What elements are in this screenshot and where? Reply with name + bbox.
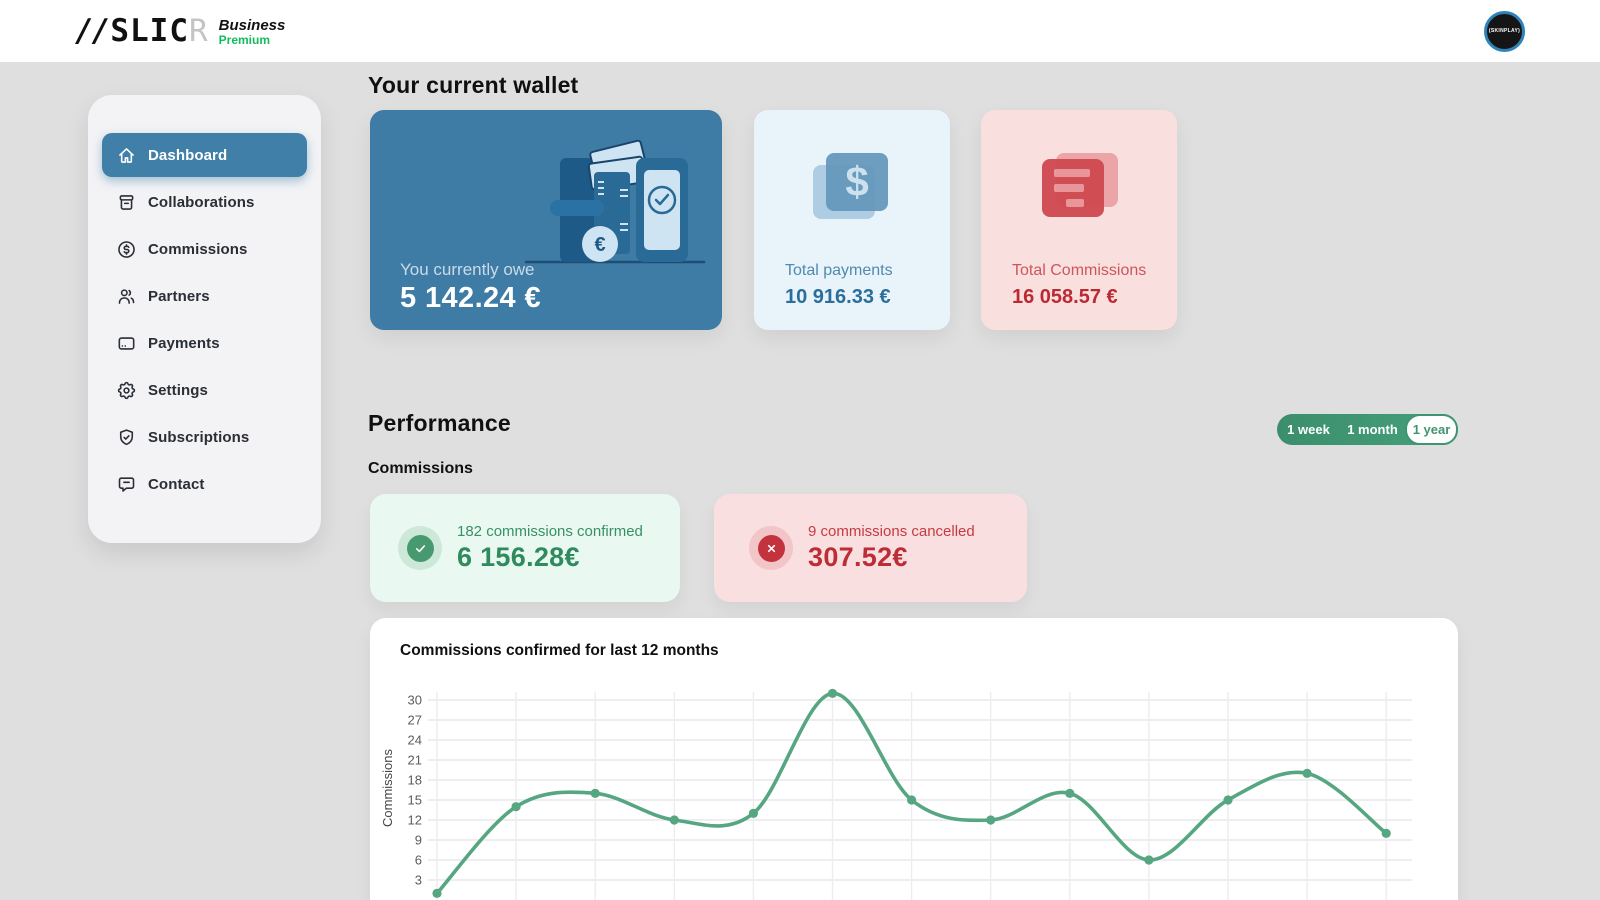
sidebar-item-partners[interactable]: Partners bbox=[102, 274, 307, 318]
total-commissions-card: Total Commissions 16 058.57 € bbox=[981, 110, 1177, 330]
confirmed-label: 182 commissions confirmed bbox=[457, 523, 643, 540]
y-tick-label: 18 bbox=[408, 773, 422, 788]
user-avatar[interactable]: (SKINPLAY) bbox=[1484, 10, 1525, 52]
sidebar-item-label: Dashboard bbox=[148, 146, 228, 164]
data-point bbox=[1381, 828, 1391, 838]
main-content: Dashboard Collaborations Commissions Par… bbox=[0, 62, 1600, 900]
sidebar-item-subscriptions[interactable]: Subscriptions bbox=[102, 415, 307, 459]
sidebar-item-label: Subscriptions bbox=[148, 428, 250, 446]
y-tick-label: 9 bbox=[415, 833, 422, 848]
owe-card: € You currently owe 5 142.24 € bbox=[370, 110, 722, 330]
credit-card-icon bbox=[118, 336, 135, 350]
topbar: //SLICR Business Premium (SKINPLAY) bbox=[0, 0, 1600, 62]
sidebar-item-label: Settings bbox=[148, 381, 208, 399]
app-logo[interactable]: //SLICR Business Premium bbox=[75, 13, 285, 49]
sidebar-item-label: Collaborations bbox=[148, 193, 255, 211]
logo-tier: Business Premium bbox=[219, 18, 286, 46]
commissions-confirmed-card: 182 commissions confirmed 6 156.28€ bbox=[370, 494, 680, 602]
y-tick-label: 30 bbox=[408, 693, 422, 708]
sidebar: Dashboard Collaborations Commissions Par… bbox=[88, 95, 321, 543]
sidebar-item-settings[interactable]: Settings bbox=[102, 368, 307, 412]
wallet-heading: Your current wallet bbox=[368, 72, 579, 98]
data-point bbox=[986, 815, 996, 825]
total-payments-amount: 10 916.33 € bbox=[785, 286, 891, 308]
total-commissions-label: Total Commissions bbox=[1012, 262, 1147, 279]
chart-title: Commissions confirmed for last 12 months bbox=[400, 642, 719, 659]
sidebar-item-commissions[interactable]: Commissions bbox=[102, 227, 307, 271]
data-point bbox=[590, 788, 600, 798]
cancelled-label: 9 commissions cancelled bbox=[808, 523, 975, 540]
data-point bbox=[907, 795, 917, 805]
performance-heading: Performance bbox=[368, 410, 511, 436]
document-square-icon bbox=[1040, 147, 1118, 225]
sidebar-item-payments[interactable]: Payments bbox=[102, 321, 307, 365]
sidebar-item-label: Commissions bbox=[148, 240, 248, 258]
data-point bbox=[1223, 795, 1233, 805]
y-tick-label: 6 bbox=[415, 853, 422, 868]
data-point bbox=[511, 802, 521, 812]
shield-check-icon bbox=[119, 428, 134, 445]
range-toggle: 1 week 1 month 1 year bbox=[1277, 414, 1458, 445]
data-point bbox=[1302, 768, 1312, 778]
y-tick-label: 21 bbox=[408, 753, 422, 768]
range-option-month[interactable]: 1 month bbox=[1347, 422, 1398, 437]
logo-main: SLIC bbox=[110, 13, 189, 49]
sidebar-item-collaborations[interactable]: Collaborations bbox=[102, 180, 307, 224]
logo-tier-label: Business bbox=[218, 16, 286, 34]
total-commissions-amount: 16 058.57 € bbox=[1012, 286, 1118, 308]
data-point bbox=[748, 808, 758, 818]
total-payments-label: Total payments bbox=[785, 262, 893, 279]
users-icon bbox=[118, 288, 135, 304]
sidebar-item-label: Contact bbox=[148, 475, 205, 493]
range-option-year[interactable]: 1 year bbox=[1405, 414, 1458, 445]
y-tick-label: 24 bbox=[408, 733, 422, 748]
dollar-square-icon: $ bbox=[813, 147, 891, 225]
y-tick-label: 12 bbox=[408, 813, 422, 828]
logo-slashes: // bbox=[75, 13, 110, 49]
commissions-chart-card: Commissions confirmed for last 12 months… bbox=[370, 618, 1458, 900]
euro-coin-symbol: € bbox=[594, 234, 605, 256]
y-axis-label: Commissions bbox=[380, 748, 395, 827]
data-point bbox=[1065, 788, 1075, 798]
logo-last-letter: R bbox=[188, 13, 209, 49]
sidebar-item-contact[interactable]: Contact bbox=[102, 462, 307, 506]
dollar-circle-icon bbox=[118, 240, 135, 258]
owe-label: You currently owe bbox=[400, 260, 535, 279]
data-point bbox=[1144, 855, 1154, 865]
dollar-symbol: $ bbox=[845, 158, 869, 205]
range-option-week[interactable]: 1 week bbox=[1287, 422, 1330, 437]
data-point bbox=[827, 688, 838, 698]
sidebar-item-label: Payments bbox=[148, 334, 220, 352]
total-payments-card: $ Total payments 10 916.33 € bbox=[754, 110, 950, 330]
avatar-text: (SKINPLAY) bbox=[1488, 28, 1521, 34]
y-tick-label: 3 bbox=[415, 873, 422, 888]
archive-box-icon bbox=[119, 194, 134, 210]
owe-amount: 5 142.24 € bbox=[400, 282, 542, 314]
logo-wordmark: //SLICR bbox=[75, 13, 209, 49]
data-point bbox=[432, 888, 442, 898]
home-icon bbox=[119, 147, 134, 163]
y-tick-label: 15 bbox=[408, 793, 422, 808]
x-circle-icon bbox=[749, 526, 793, 570]
commissions-subheading: Commissions bbox=[368, 460, 473, 477]
wallet-illustration: € bbox=[524, 139, 706, 264]
cancelled-amount: 307.52€ bbox=[808, 542, 908, 572]
sidebar-item-dashboard[interactable]: Dashboard bbox=[102, 133, 307, 177]
check-circle-icon bbox=[398, 526, 442, 570]
confirmed-amount: 6 156.28€ bbox=[457, 542, 580, 572]
logo-plan-label: Premium bbox=[218, 32, 271, 47]
data-point bbox=[669, 815, 679, 825]
y-tick-label: 27 bbox=[408, 713, 422, 728]
gear-icon bbox=[117, 381, 136, 399]
sidebar-item-label: Partners bbox=[148, 287, 210, 305]
commissions-line-chart: 30 27 24 21 18 15 12 9 6 3 Commissions bbox=[380, 688, 1412, 900]
chat-bubble-icon bbox=[118, 476, 135, 492]
commissions-cancelled-card: 9 commissions cancelled 307.52€ bbox=[714, 494, 1027, 602]
